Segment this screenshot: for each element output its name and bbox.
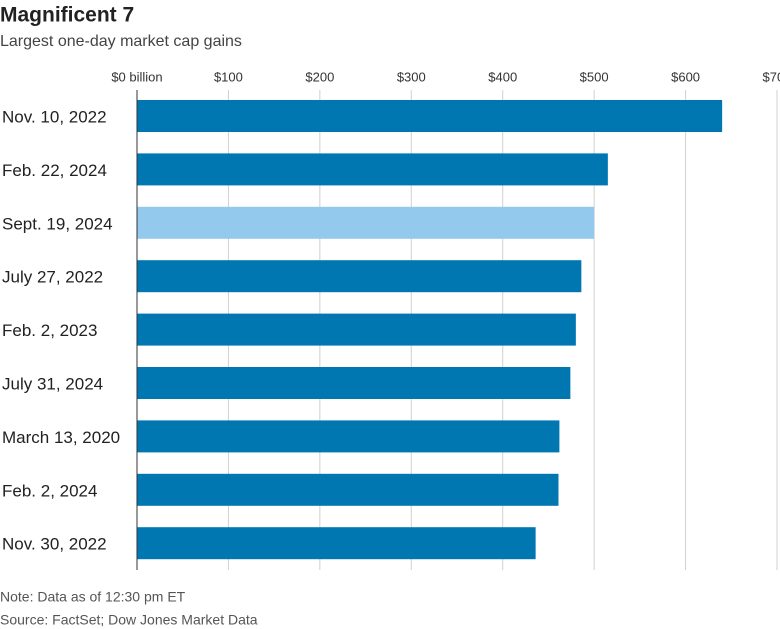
- x-tick-label: $100: [214, 69, 243, 84]
- bar: [137, 100, 723, 132]
- category-label: Nov. 10, 2022: [2, 107, 107, 126]
- chart-title: Magnificent 7: [0, 4, 134, 27]
- chart-subtitle: Largest one-day market cap gains: [0, 33, 242, 50]
- x-tick-label: $400: [488, 69, 517, 84]
- x-tick-label: $700: [763, 69, 780, 84]
- x-tick-label: $300: [397, 69, 426, 84]
- bar: [137, 527, 536, 560]
- x-tick-label: $0 billion: [111, 69, 162, 84]
- bar: [137, 153, 608, 186]
- bar: [137, 260, 582, 293]
- category-label: July 31, 2024: [2, 374, 103, 393]
- category-label: Nov. 30, 2022: [2, 535, 107, 554]
- x-tick-label: $200: [305, 69, 334, 84]
- source: Source: FactSet; Dow Jones Market Data: [0, 612, 258, 628]
- category-label: July 27, 2022: [2, 268, 103, 287]
- bar: [137, 420, 560, 453]
- x-tick-label: $500: [580, 69, 609, 84]
- category-label: Sept. 19, 2024: [2, 214, 113, 233]
- x-tick-label: $600: [671, 69, 700, 84]
- category-label: Feb. 2, 2023: [2, 321, 97, 340]
- category-label: Feb. 22, 2024: [2, 161, 107, 180]
- bar: [137, 313, 576, 346]
- note: Note: Data as of 12:30 pm ET: [0, 589, 186, 605]
- category-label: March 13, 2020: [2, 428, 120, 447]
- bar: [137, 206, 595, 239]
- bar: [137, 473, 559, 506]
- bar: [137, 367, 571, 399]
- category-label: Feb. 2, 2024: [2, 481, 97, 500]
